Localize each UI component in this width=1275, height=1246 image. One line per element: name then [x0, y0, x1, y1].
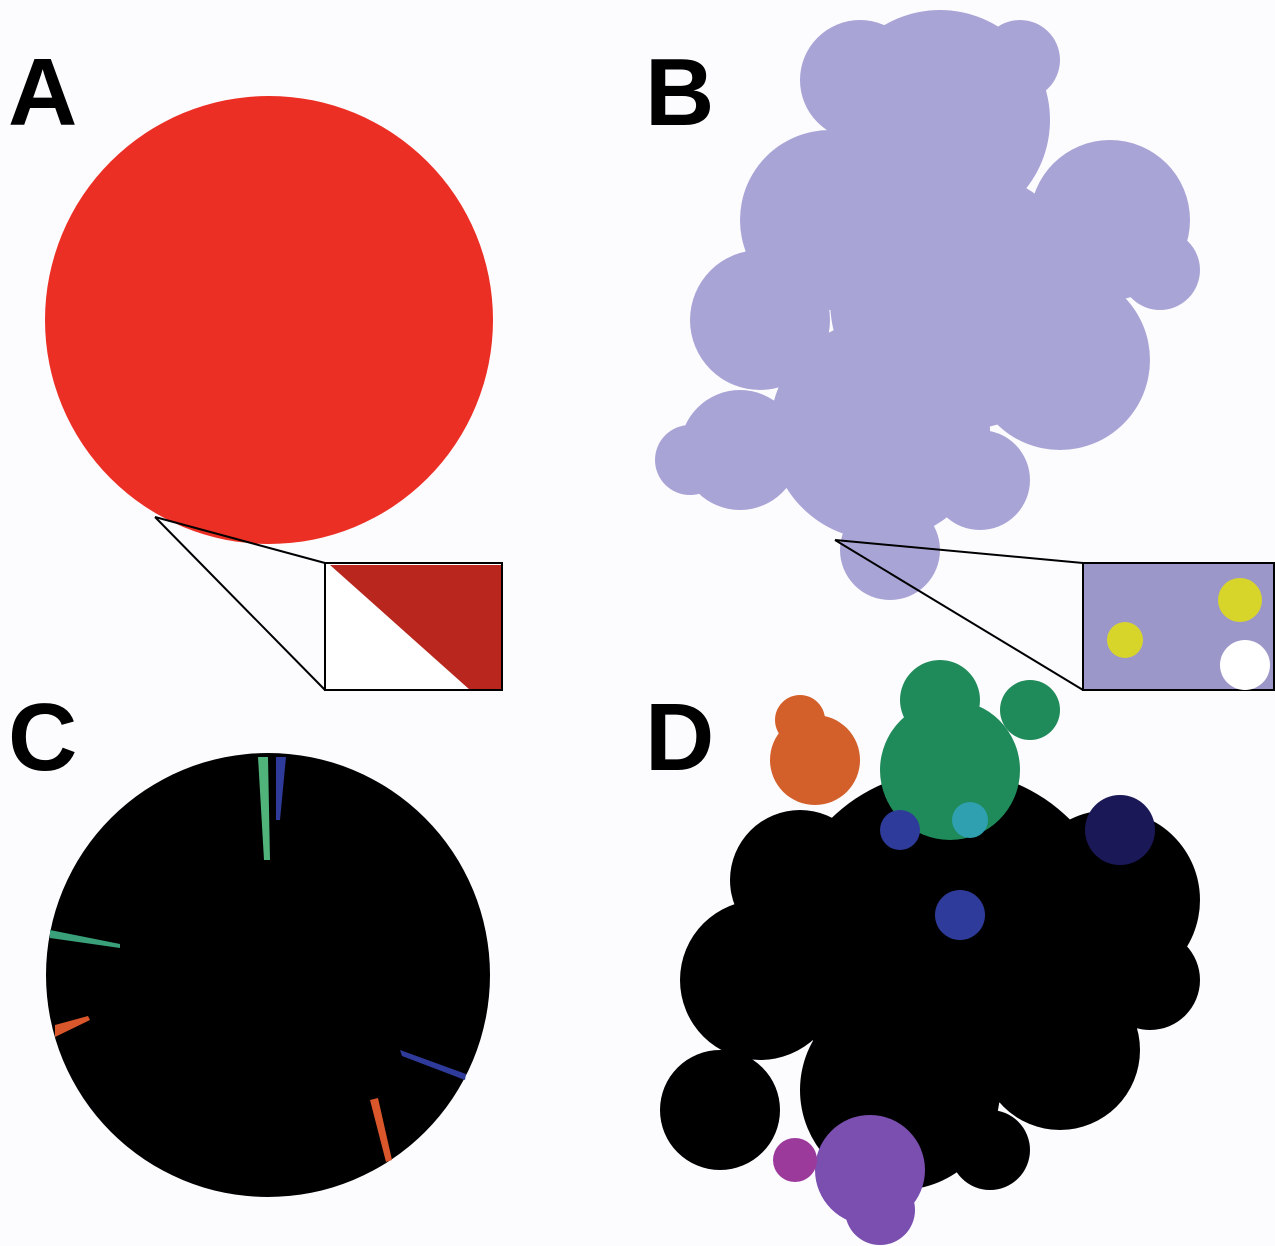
streak: [258, 757, 270, 860]
orange-region: [775, 695, 825, 745]
blob-part: [950, 1110, 1030, 1190]
inset-frame: [324, 562, 503, 691]
panel-a: [45, 96, 503, 691]
inset-yellow: [1218, 578, 1262, 622]
magenta-region: [773, 1138, 817, 1182]
green-region: [1000, 680, 1060, 740]
blob-part: [680, 900, 840, 1060]
inset-yellow: [1107, 622, 1143, 658]
purple-region: [845, 1175, 915, 1245]
panel-label: B: [645, 39, 714, 146]
navy-region: [1085, 795, 1155, 865]
black-disc: [46, 753, 490, 1197]
blob-part: [690, 250, 830, 390]
green-region: [900, 660, 980, 740]
blob-part: [970, 270, 1150, 450]
panel-label: A: [8, 39, 77, 146]
streak: [50, 930, 120, 948]
blob-part: [1120, 230, 1200, 310]
red-disc: [45, 96, 493, 544]
streak: [370, 1098, 392, 1162]
panel-d: [660, 660, 1200, 1245]
blob-part: [655, 425, 725, 495]
streak: [400, 1050, 466, 1080]
streak: [276, 757, 286, 820]
blob-part: [980, 970, 1140, 1130]
blob-part: [660, 1050, 780, 1170]
zoom-line: [834, 539, 1084, 564]
blue-region: [880, 810, 920, 850]
cyan-region: [952, 802, 988, 838]
panel-c: [46, 753, 490, 1197]
panel-label: D: [645, 684, 714, 791]
zoom-line: [154, 516, 326, 691]
panel-b: [655, 10, 1275, 691]
blob-part: [930, 430, 1030, 530]
green-region: [880, 700, 1020, 840]
blob-part: [800, 20, 920, 140]
blue-region: [935, 890, 985, 940]
zoom-line: [154, 516, 326, 564]
streak: [55, 1016, 90, 1037]
inset-gap: [1220, 640, 1270, 690]
zoom-line: [834, 539, 1084, 691]
panel-label: C: [8, 684, 77, 791]
blob-part: [840, 500, 940, 600]
inset-cells: [330, 565, 502, 690]
blob-part: [980, 20, 1060, 100]
